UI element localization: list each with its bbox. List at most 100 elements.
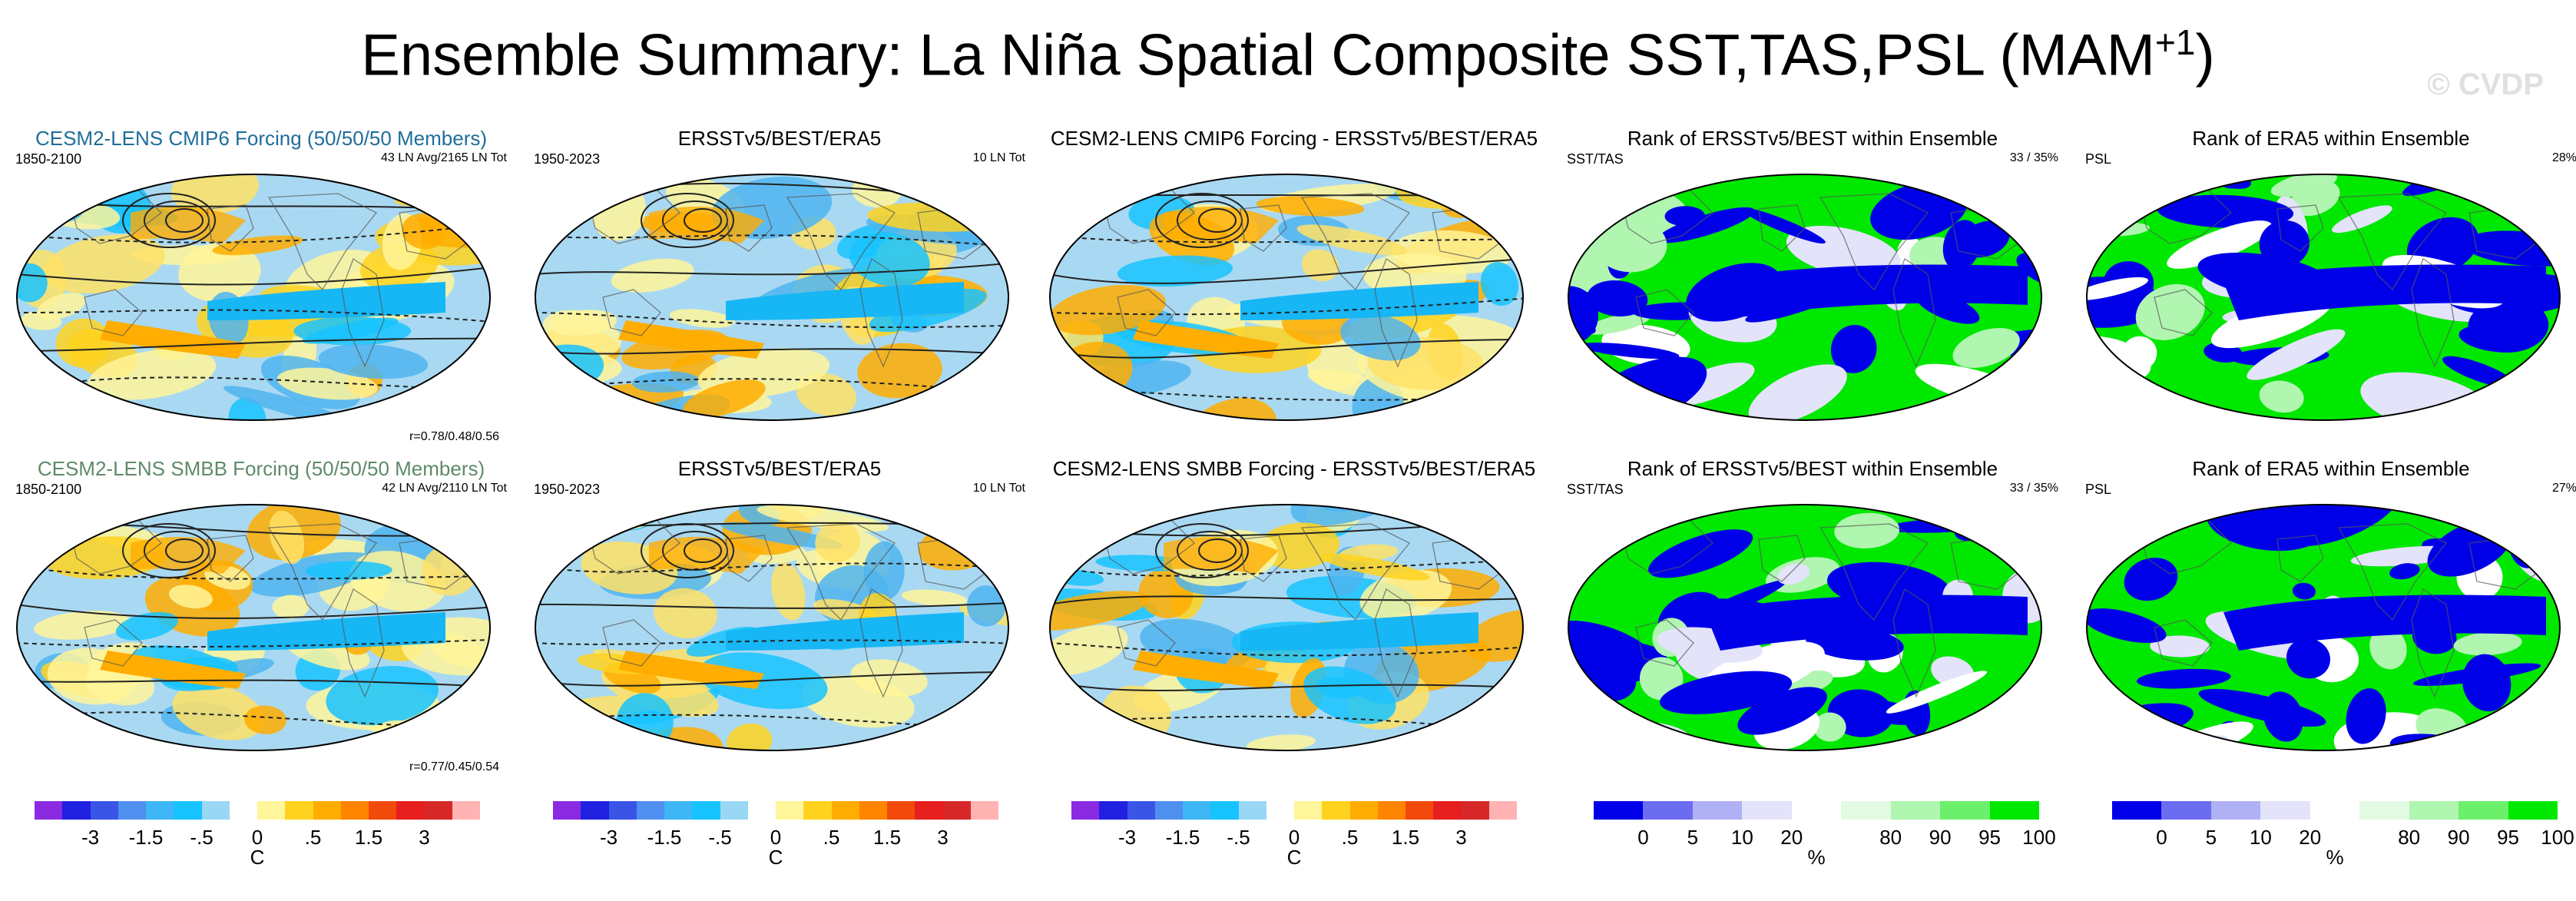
colorbar-tick-label: 5: [2205, 826, 2217, 849]
colorbar-swatch: [313, 801, 341, 820]
panel-right-label: 28%: [2551, 151, 2576, 164]
colorbar-tick-label: 95: [1978, 826, 2002, 849]
colorbar-swatch: [396, 801, 425, 820]
panel-left-label: 1850-2100: [15, 482, 82, 497]
colorbar-tick-label: -1.5: [1165, 826, 1200, 849]
colorbar-swatch: [1791, 801, 1842, 820]
map-canvas: [1568, 504, 2042, 751]
colorbar-swatch: [1461, 801, 1489, 820]
colorbar-swatch: [636, 801, 664, 820]
panel-left-label: 1950-2023: [534, 151, 601, 167]
colorbar-tick-label: 0: [2156, 826, 2167, 849]
colorbar-swatch: [257, 801, 286, 820]
map-canvas: [2086, 504, 2561, 751]
colorbar-swatch: [776, 801, 804, 820]
panel-title: Rank of ERSSTv5/BEST within Ensemble: [1627, 127, 1998, 150]
colorbar-swatch: [2210, 801, 2261, 820]
colorbar-tick-label: 1.5: [872, 826, 902, 849]
map-canvas: [535, 504, 1009, 751]
colorbar-swatch: [174, 801, 202, 820]
map-panel: Rank of ERA5 within Ensemble PSL 27%: [2085, 457, 2576, 780]
colorbar-tick-label: .5: [304, 826, 322, 849]
colorbar-unit: C: [768, 846, 783, 869]
panel-left-label: PSL: [2085, 151, 2112, 167]
panel-left-label: 1950-2023: [534, 482, 601, 497]
colorbar: 0 5 10 20 80 90 95 100%: [2112, 801, 2574, 901]
colorbar-tick-label: 3: [937, 826, 949, 849]
colorbar: 0 5 10 20 80 90 95 100%: [1594, 801, 2056, 901]
colorbar-swatch: [1488, 801, 1517, 820]
panel-title: ERSSTv5/BEST/ERA5: [677, 127, 882, 150]
panel-title: ERSSTv5/BEST/ERA5: [677, 457, 882, 480]
colorbar-unit: C: [250, 846, 265, 869]
colorbar-swatch: [229, 801, 257, 820]
colorbar-swatch: [146, 801, 174, 820]
colorbar-swatch: [90, 801, 118, 820]
map-panel: CESM2-LENS SMBB Forcing (50/50/50 Member…: [15, 457, 507, 780]
colorbar-swatch: [62, 801, 91, 820]
colorbar-swatch: [452, 801, 480, 820]
colorbar-tick-label: 90: [1929, 826, 1952, 849]
map-panel: CESM2-LENS CMIP6 Forcing (50/50/50 Membe…: [15, 127, 507, 449]
colorbar-tick-label: -1.5: [128, 826, 164, 849]
panel-title: CESM2-LENS CMIP6 Forcing (50/50/50 Membe…: [35, 127, 488, 150]
colorbar-tick-label: 3: [1455, 826, 1467, 849]
colorbar-swatch: [1322, 801, 1350, 820]
colorbar-tick-label: 100: [2022, 826, 2056, 849]
map-canvas: [1049, 504, 1524, 751]
colorbar-swatch: [2359, 801, 2409, 820]
map-canvas: [535, 174, 1009, 421]
colorbar-swatch: [2508, 801, 2558, 820]
colorbar-tick-label: 1.5: [354, 826, 383, 849]
colorbar-swatch: [2112, 801, 2162, 820]
colorbar-tick-label: -.5: [1227, 826, 1250, 849]
map-panel: ERSSTv5/BEST/ERA5 1950-2023 10 LN Tot: [534, 127, 1025, 449]
colorbar-swatch: [1742, 801, 1792, 820]
colorbar-tick-label: -3: [599, 826, 618, 849]
colorbar-swatch: [1643, 801, 1693, 820]
panel-right-label: 27%: [2551, 482, 2576, 495]
colorbar-tick-label: 20: [2299, 826, 2322, 849]
colorbar-tick-label: 100: [2541, 826, 2574, 849]
colorbar-tick-label: 10: [2249, 826, 2272, 849]
map-canvas: [1568, 174, 2042, 421]
colorbar-swatch: [887, 801, 916, 820]
colorbar-swatch: [2309, 801, 2360, 820]
colorbar-swatch: [942, 801, 971, 820]
map-canvas: [2086, 174, 2561, 421]
colorbar-swatch: [1377, 801, 1406, 820]
panel-correlation-label: r=0.78/0.48/0.56: [409, 430, 499, 443]
map-panel: CESM2-LENS CMIP6 Forcing - ERSSTv5/BEST/…: [1048, 127, 1540, 449]
colorbar-swatch: [970, 801, 998, 820]
colorbar-swatch: [553, 801, 581, 820]
colorbar-swatch: [1071, 801, 1100, 820]
colorbar-swatch: [692, 801, 720, 820]
colorbar-swatch: [1349, 801, 1378, 820]
panel-left-label: PSL: [2085, 482, 2112, 497]
panel-right-label: 42 LN Avg/2110 LN Tot: [382, 482, 507, 495]
colorbar-swatch: [285, 801, 313, 820]
colorbar-swatch: [35, 801, 63, 820]
colorbar: -3 -1.5 -.5 0 .5 1.5 3 C: [553, 801, 998, 901]
colorbar-swatch: [2161, 801, 2211, 820]
panel-right-label: 10 LN Tot: [972, 151, 1025, 164]
colorbar-tick-label: 20: [1780, 826, 1803, 849]
colorbar-tick-label: -.5: [708, 826, 732, 849]
map-panel: CESM2-LENS SMBB Forcing - ERSSTv5/BEST/E…: [1048, 457, 1540, 780]
colorbar-swatch: [803, 801, 832, 820]
colorbar-tick-label: -3: [81, 826, 100, 849]
colorbar-tick-label: -3: [1117, 826, 1137, 849]
colorbar-unit: %: [2326, 846, 2344, 869]
panel-title: Rank of ERA5 within Ensemble: [2192, 457, 2470, 480]
colorbar-swatch: [1183, 801, 1211, 820]
colorbar: -3 -1.5 -.5 0 .5 1.5 3 C: [1071, 801, 1517, 901]
colorbar-swatch: [831, 801, 859, 820]
colorbar-swatch: [1406, 801, 1434, 820]
panel-title: CESM2-LENS SMBB Forcing (50/50/50 Member…: [37, 457, 485, 480]
panel-title: CESM2-LENS SMBB Forcing - ERSSTv5/BEST/E…: [1052, 457, 1536, 480]
colorbar-tick-label: -.5: [190, 826, 214, 849]
colorbar-swatch: [424, 801, 452, 820]
colorbar-swatch: [2260, 801, 2310, 820]
colorbar-swatch: [664, 801, 693, 820]
figure-title: Ensemble Summary: La Niña Spatial Compos…: [361, 22, 2215, 88]
